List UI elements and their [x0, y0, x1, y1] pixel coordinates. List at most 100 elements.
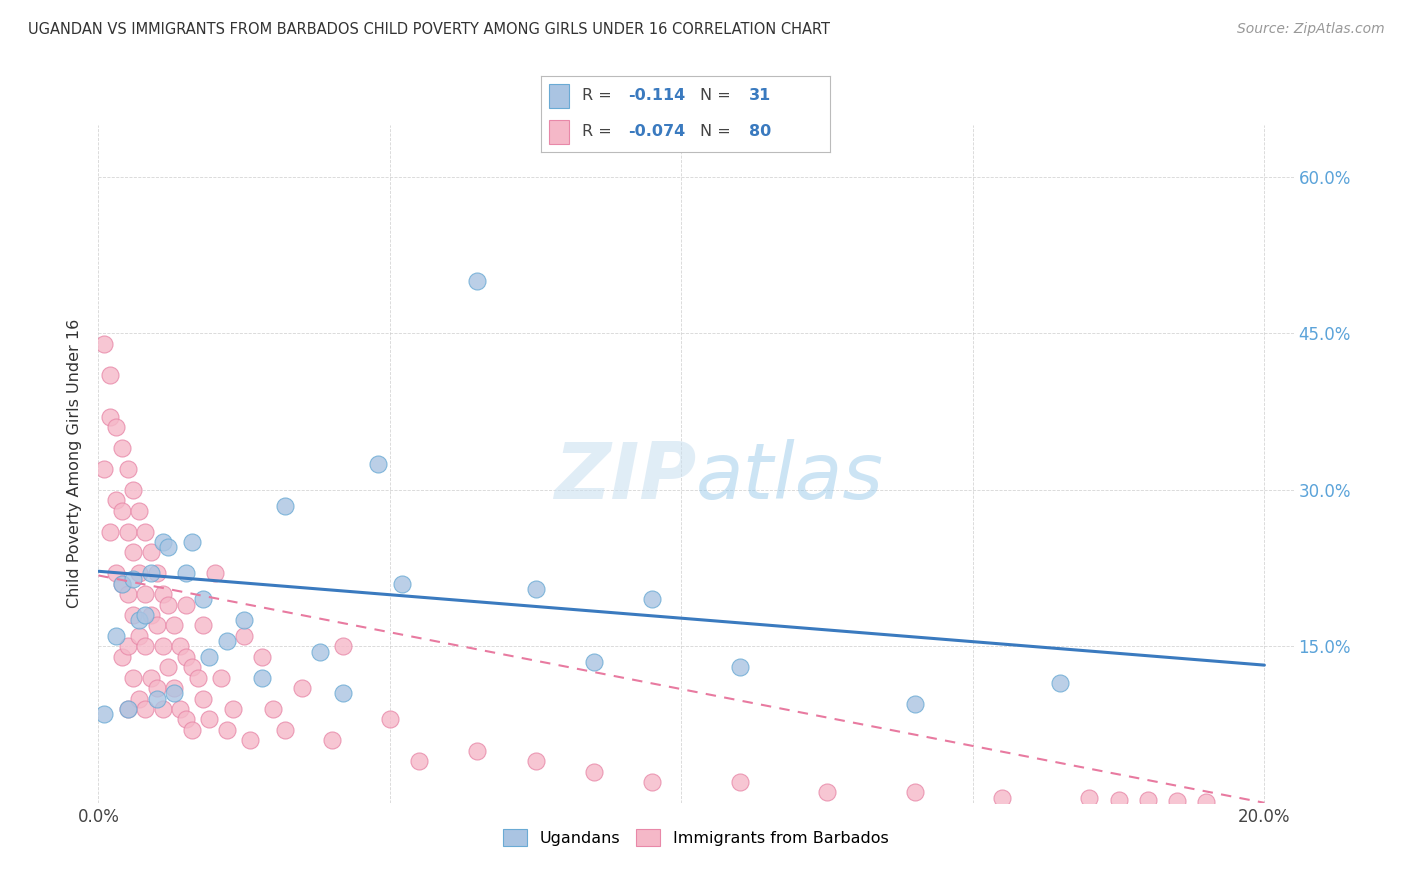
Point	[174, 712, 197, 726]
Point	[145, 566, 167, 581]
Point	[180, 660, 202, 674]
Text: N =: N =	[700, 88, 735, 103]
Point	[582, 655, 605, 669]
Point	[104, 629, 127, 643]
Point	[111, 441, 134, 455]
Point	[128, 691, 150, 706]
Point	[233, 629, 256, 643]
Point	[145, 618, 167, 632]
Point	[93, 462, 115, 476]
Point	[408, 754, 430, 768]
Text: 31: 31	[749, 88, 770, 103]
Point	[728, 660, 751, 674]
Point	[728, 775, 751, 789]
Point	[193, 691, 215, 706]
Point	[157, 660, 180, 674]
Point	[991, 790, 1014, 805]
Point	[215, 634, 238, 648]
Point	[180, 723, 202, 737]
Point	[117, 462, 139, 476]
Point	[198, 649, 221, 664]
Point	[98, 368, 121, 383]
Point	[117, 702, 139, 716]
Point	[1049, 676, 1071, 690]
Point	[104, 493, 127, 508]
Text: N =: N =	[700, 124, 735, 138]
Point	[117, 587, 139, 601]
Point	[641, 592, 664, 607]
Point	[134, 702, 156, 716]
Text: R =: R =	[582, 88, 617, 103]
Point	[174, 566, 197, 581]
Point	[378, 712, 401, 726]
Point	[250, 671, 273, 685]
Point	[117, 702, 139, 716]
Point	[134, 640, 156, 654]
Point	[122, 572, 145, 586]
Point	[145, 691, 167, 706]
Point	[139, 545, 162, 559]
Point	[152, 640, 174, 654]
Point	[391, 576, 413, 591]
Text: -0.074: -0.074	[627, 124, 685, 138]
Point	[169, 640, 191, 654]
Point	[117, 524, 139, 539]
Point	[215, 723, 238, 737]
Point	[1166, 794, 1188, 808]
Point	[157, 541, 180, 555]
Point	[239, 733, 262, 747]
Point	[111, 576, 134, 591]
Legend: Ugandans, Immigrants from Barbados: Ugandans, Immigrants from Barbados	[496, 823, 896, 853]
Text: UGANDAN VS IMMIGRANTS FROM BARBADOS CHILD POVERTY AMONG GIRLS UNDER 16 CORRELATI: UGANDAN VS IMMIGRANTS FROM BARBADOS CHIL…	[28, 22, 830, 37]
Point	[111, 504, 134, 518]
Point	[128, 613, 150, 627]
Point	[163, 681, 186, 695]
Point	[250, 649, 273, 664]
Point	[198, 712, 221, 726]
Point	[174, 598, 197, 612]
Point	[1108, 792, 1130, 806]
Point	[262, 702, 284, 716]
FancyBboxPatch shape	[548, 120, 568, 144]
Point	[139, 671, 162, 685]
Text: Source: ZipAtlas.com: Source: ZipAtlas.com	[1237, 22, 1385, 37]
Point	[815, 785, 838, 799]
Point	[98, 409, 121, 424]
Point	[128, 504, 150, 518]
Point	[209, 671, 232, 685]
Point	[163, 686, 186, 700]
Point	[152, 535, 174, 549]
Text: R =: R =	[582, 124, 617, 138]
Point	[332, 686, 354, 700]
Point	[122, 671, 145, 685]
Point	[111, 649, 134, 664]
Point	[193, 592, 215, 607]
Point	[134, 608, 156, 623]
Point	[467, 274, 489, 288]
Point	[467, 744, 489, 758]
Point	[134, 587, 156, 601]
Point	[122, 483, 145, 497]
Point	[117, 640, 139, 654]
Point	[128, 566, 150, 581]
Point	[641, 775, 664, 789]
Point	[157, 598, 180, 612]
Point	[367, 457, 389, 471]
Point	[903, 697, 925, 711]
Point	[321, 733, 343, 747]
Point	[291, 681, 314, 695]
Point	[309, 644, 332, 658]
Point	[524, 582, 547, 596]
Point	[1078, 790, 1101, 805]
Point	[152, 587, 174, 601]
FancyBboxPatch shape	[548, 84, 568, 109]
Text: ZIP: ZIP	[554, 440, 696, 516]
Point	[204, 566, 226, 581]
Point	[1136, 792, 1159, 806]
Text: 80: 80	[749, 124, 770, 138]
Point	[174, 649, 197, 664]
Point	[524, 754, 547, 768]
Point	[221, 702, 243, 716]
Point	[139, 608, 162, 623]
Point	[180, 535, 202, 549]
